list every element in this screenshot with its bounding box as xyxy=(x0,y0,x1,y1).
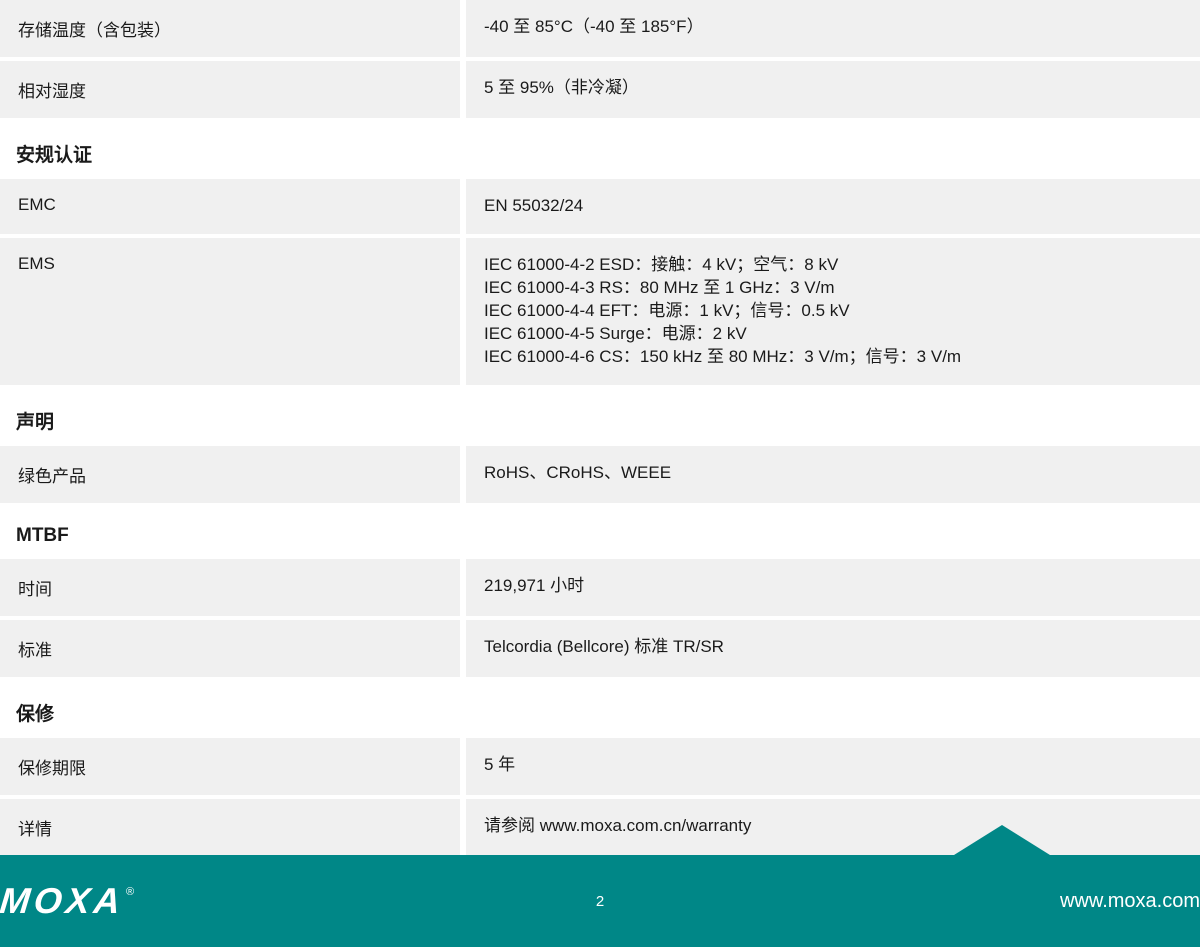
table-row: 标准Telcordia (Bellcore) 标准 TR/SR xyxy=(0,620,1200,677)
spec-label: 相对湿度 xyxy=(0,61,460,118)
table-row: 绿色产品RoHS、CRoHS、WEEE xyxy=(0,446,1200,503)
page-footer: MOXA ® 2 www.moxa.com xyxy=(0,855,1200,947)
spec-value: RoHS、CRoHS、WEEE xyxy=(466,446,1200,503)
table-row: EMCEN 55032/24 xyxy=(0,179,1200,234)
spec-label: EMC xyxy=(0,179,460,234)
table-row: 时间219,971 小时 xyxy=(0,559,1200,616)
spec-table: 存储温度（含包装）-40 至 85°C（-40 至 185°F）相对湿度5 至 … xyxy=(0,0,1200,856)
table-row: 保修期限5 年 xyxy=(0,738,1200,795)
footer-notch-decoration xyxy=(954,825,1050,855)
spec-value: EN 55032/24 xyxy=(466,179,1200,234)
spec-value: IEC 61000-4-2 ESD：接触：4 kV；空气：8 kV IEC 61… xyxy=(466,238,1200,385)
section-title: 安规认证 xyxy=(0,122,1200,179)
spec-label: 时间 xyxy=(0,559,460,616)
spec-label: 保修期限 xyxy=(0,738,460,795)
table-row: 相对湿度5 至 95%（非冷凝） xyxy=(0,61,1200,118)
brand-logo-text: MOXA xyxy=(0,880,126,922)
spec-value: Telcordia (Bellcore) 标准 TR/SR xyxy=(466,620,1200,677)
section-title: 声明 xyxy=(0,389,1200,446)
registered-mark: ® xyxy=(126,886,134,898)
table-row: EMSIEC 61000-4-2 ESD：接触：4 kV；空气：8 kV IEC… xyxy=(0,238,1200,385)
spec-label: EMS xyxy=(0,238,460,385)
spec-value: 219,971 小时 xyxy=(466,559,1200,616)
spec-value: 请参阅 www.moxa.com.cn/warranty xyxy=(466,799,1200,856)
table-row: 存储温度（含包装）-40 至 85°C（-40 至 185°F） xyxy=(0,0,1200,57)
brand-logo: MOXA ® xyxy=(0,880,134,922)
footer-url: www.moxa.com xyxy=(1060,890,1200,913)
spec-value: -40 至 85°C（-40 至 185°F） xyxy=(466,0,1200,57)
page-number: 2 xyxy=(596,893,604,910)
spec-value: 5 年 xyxy=(466,738,1200,795)
spec-label: 详情 xyxy=(0,799,460,856)
spec-label: 标准 xyxy=(0,620,460,677)
spec-label: 存储温度（含包装） xyxy=(0,0,460,57)
spec-value: 5 至 95%（非冷凝） xyxy=(466,61,1200,118)
section-title: 保修 xyxy=(0,681,1200,738)
section-title: MTBF xyxy=(0,507,1200,559)
spec-label: 绿色产品 xyxy=(0,446,460,503)
